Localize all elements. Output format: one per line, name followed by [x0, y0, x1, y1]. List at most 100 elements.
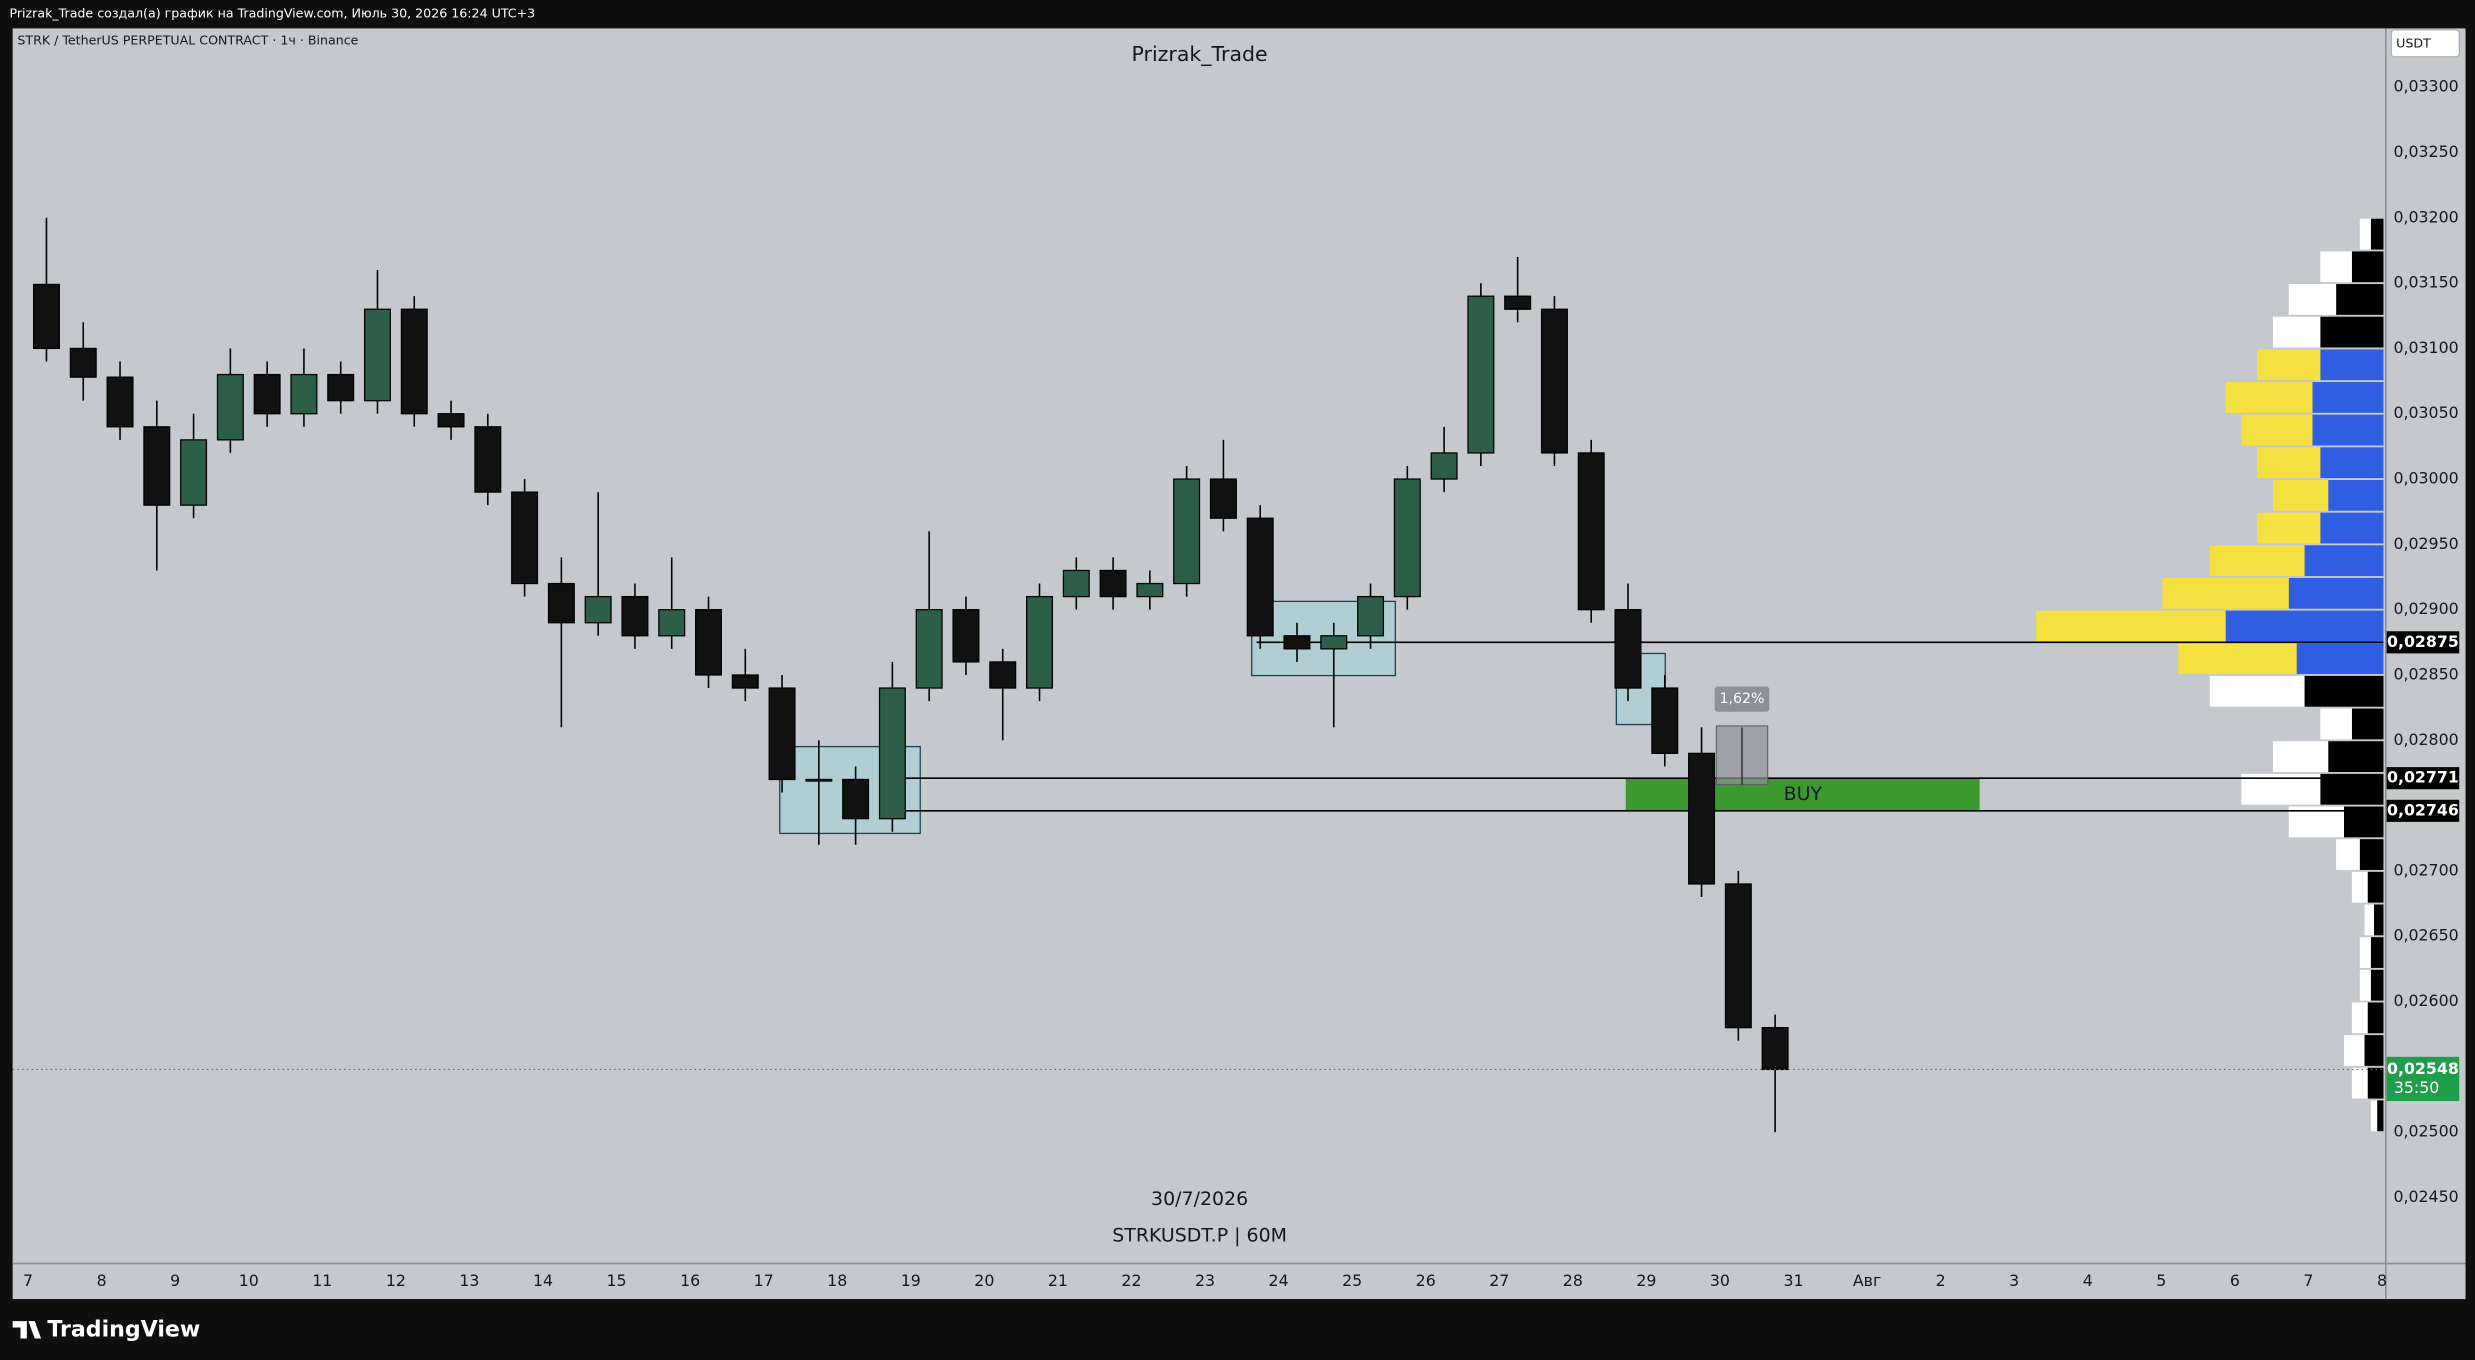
measure-label-box [1714, 686, 1770, 712]
candle-body [290, 373, 318, 415]
level-label: 0,02771 [2387, 768, 2459, 787]
candle-body [658, 609, 686, 637]
chart-background [12, 28, 2466, 1300]
candle-body [1026, 595, 1054, 689]
volume-up [2304, 545, 2384, 577]
candle-body [180, 439, 208, 506]
candle-body [989, 661, 1017, 689]
x-tick-label: 2 [1936, 1271, 1946, 1290]
volume-down [2364, 904, 2374, 936]
currency-button[interactable] [2390, 29, 2460, 58]
candle-body [1761, 1027, 1789, 1071]
x-tick-label: 21 [1048, 1271, 1068, 1290]
volume-down [2272, 741, 2329, 772]
y-tick-label: 0,03200 [2393, 207, 2458, 226]
volume-down [2343, 1035, 2365, 1066]
y-tick-label: 0,02950 [2393, 534, 2458, 553]
candle-body [731, 674, 759, 689]
volume-up [2364, 1035, 2384, 1066]
volume-up [2373, 904, 2384, 936]
volume-up [2328, 479, 2384, 511]
x-tick-label: 23 [1195, 1271, 1215, 1290]
x-tick-label: 5 [2156, 1271, 2166, 1290]
volume-up [2343, 806, 2384, 838]
volume-up [2320, 512, 2384, 544]
x-tick-label: 8 [97, 1271, 107, 1290]
volume-down [2320, 708, 2352, 740]
volume-up [2367, 871, 2384, 903]
volume-down [2288, 806, 2344, 838]
volume-down [2320, 251, 2352, 283]
volume-down [2162, 577, 2289, 609]
volume-up [2359, 839, 2384, 870]
y-tick-label: 0,02450 [2393, 1187, 2458, 1206]
x-tick-label: 27 [1489, 1271, 1509, 1290]
logo [12, 1321, 42, 1339]
candle-body [915, 609, 943, 689]
volume-up [2328, 741, 2384, 772]
x-tick-label: 10 [239, 1271, 259, 1290]
y-tick-label: 0,03000 [2393, 469, 2458, 488]
candle-body [1504, 295, 1532, 310]
x-tick-label: 28 [1563, 1271, 1583, 1290]
level-label-box [2386, 767, 2460, 790]
volume-down [2257, 447, 2321, 479]
candle-body [1577, 452, 1605, 611]
buy-zone-label: BUY [1784, 783, 1823, 805]
candle-body [1688, 752, 1716, 885]
volume-down [2209, 545, 2305, 577]
candle-body [768, 687, 796, 781]
volume-down [2359, 969, 2371, 1001]
brand: TradingView [47, 1317, 200, 1343]
candle-body [1724, 883, 1752, 1029]
volume-up [2225, 610, 2384, 642]
currency-label: USDT [2396, 36, 2431, 51]
candle-body [805, 778, 833, 782]
x-tick-label: 7 [2303, 1271, 2313, 1290]
candle-body [106, 376, 134, 428]
caption: Prizrak_Trade создал(а) график на Tradin… [9, 6, 535, 21]
symbol-info: STRK / TetherUS PERPETUAL CONTRACT · 1ч … [17, 33, 358, 48]
level-label: 0,02746 [2387, 800, 2459, 819]
x-tick-label: 15 [607, 1271, 627, 1290]
y-tick-label: 0,02500 [2393, 1122, 2458, 1141]
x-tick-label: Авг [1853, 1271, 1881, 1290]
chart-title: Prizrak_Trade [1132, 42, 1268, 67]
x-tick-label: 17 [754, 1271, 774, 1290]
x-tick-label: 20 [974, 1271, 994, 1290]
y-tick-label: 0,02600 [2393, 991, 2458, 1010]
x-tick-label: 7 [23, 1271, 33, 1290]
volume-down [2272, 316, 2321, 348]
plot: 0,03300 0,03250 0,03200 0,03150 0,03100 0,030… [12, 77, 2460, 1290]
candle-body [32, 283, 60, 350]
candle-body [1283, 635, 1311, 650]
volume-up [2304, 675, 2384, 707]
candle-body [1173, 478, 1201, 585]
candle-body [1099, 569, 1127, 598]
candle-body [1651, 687, 1679, 754]
candle-body [69, 347, 97, 378]
volume-up [2320, 773, 2384, 805]
candle-body [1467, 295, 1495, 454]
level-label: 0,02875 [2387, 632, 2459, 651]
candle-body [1246, 517, 1274, 637]
volume-up [2351, 708, 2384, 740]
x-tick-label: 31 [1783, 1271, 1803, 1290]
y-tick-label: 0,02900 [2393, 599, 2458, 618]
y-tick-label: 0,03300 [2393, 77, 2458, 96]
volume-down [2351, 1067, 2368, 1099]
volume-down [2257, 512, 2321, 544]
candle-body [584, 595, 612, 624]
countdown: 35:50 [2394, 1078, 2439, 1097]
volume-down [2036, 610, 2226, 642]
volume-down [2178, 643, 2297, 675]
candle-body [1540, 308, 1568, 454]
y-tick-label: 0,02800 [2393, 730, 2458, 749]
x-tick-label: 25 [1342, 1271, 1362, 1290]
watermark-symbol: STRKUSDT.P | 60M [1112, 1224, 1287, 1246]
x-tick-label: 9 [170, 1271, 180, 1290]
candle-body [1320, 635, 1348, 650]
volume-down [2351, 871, 2368, 903]
volume-down [2225, 382, 2313, 413]
candle-body [1430, 452, 1458, 480]
